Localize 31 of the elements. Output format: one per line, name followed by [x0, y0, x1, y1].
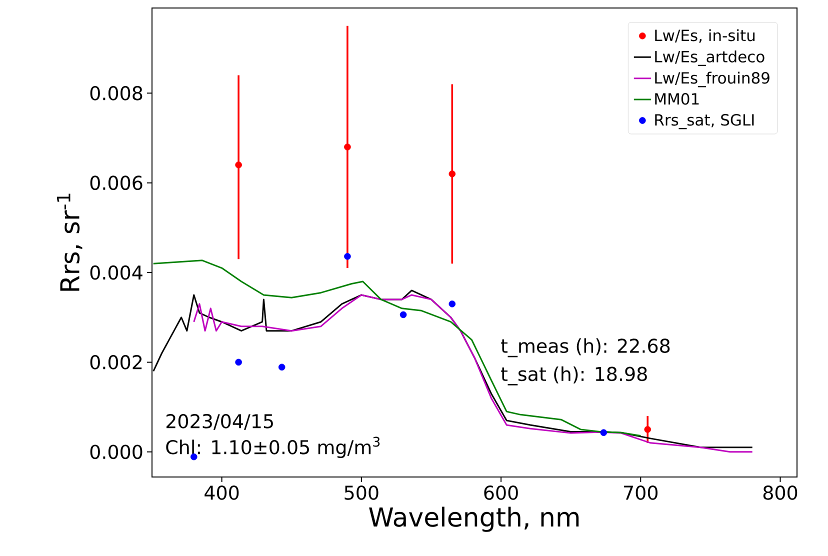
- legend-label: Lw/Es, in-situ: [655, 29, 755, 43]
- legend-label: Lw/Es_frouin89: [655, 72, 770, 88]
- y-tick-label: 0.008: [90, 86, 142, 100]
- point: [644, 426, 652, 433]
- point: [235, 358, 242, 366]
- y-tick-label: 0.000: [90, 444, 142, 460]
- point: [344, 252, 351, 260]
- legend-label: Rrs_sat, SGLI: [655, 114, 754, 130]
- annotation: Chl: 1.10±0.05 mg/m$^{3}$: [166, 436, 380, 458]
- point: [600, 429, 608, 436]
- annotation: 2023/04/15: [166, 414, 273, 430]
- x-tick-label: 600: [484, 486, 518, 500]
- x-tick-label: 800: [763, 486, 798, 500]
- point: [278, 364, 286, 371]
- x-tick-label: 400: [204, 486, 239, 500]
- point: [400, 311, 407, 318]
- annotation: t_sat (h): 18.98: [501, 366, 647, 386]
- point: [344, 144, 351, 150]
- x-axis-title: Wavelength, nm: [369, 506, 579, 532]
- y-tick-label: 0.004: [90, 265, 142, 280]
- x-tick-label: 500: [344, 486, 378, 500]
- y-tick-label: 0.006: [90, 176, 142, 190]
- legend-label: MM01: [655, 93, 699, 105]
- y-tick-label: 0.002: [90, 355, 142, 370]
- annotation: t_meas (h): 22.68: [501, 338, 670, 358]
- y-axis-title: Rrs, sr$^{-1}$: [56, 194, 82, 291]
- point: [448, 300, 456, 308]
- point: [448, 170, 456, 178]
- legend-label: Lw/Es_artdeco: [655, 50, 764, 66]
- point: [235, 162, 242, 168]
- x-tick-label: 700: [624, 486, 658, 500]
